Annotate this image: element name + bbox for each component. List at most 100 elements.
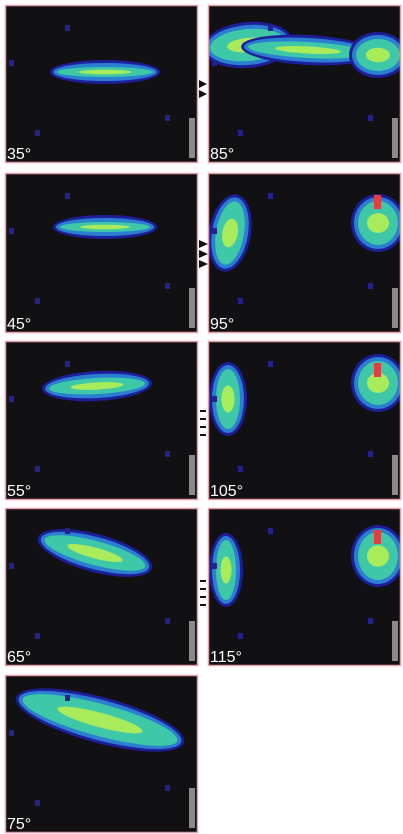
blob [220, 556, 232, 584]
blob [80, 224, 130, 230]
noise [9, 396, 14, 402]
heatmap [209, 354, 401, 472]
noise [268, 25, 273, 31]
noise [165, 785, 170, 791]
angle-label: 35° [7, 146, 31, 163]
angle-label: 85° [210, 146, 234, 163]
heatmap [209, 525, 401, 639]
noise [65, 695, 70, 701]
noise [212, 228, 217, 234]
blob [367, 373, 389, 393]
noise [368, 283, 373, 289]
angle-label: 65° [7, 649, 31, 666]
panel-bg [5, 173, 198, 333]
noise [368, 115, 373, 121]
noise [9, 730, 14, 736]
noise [165, 283, 170, 289]
noise [165, 618, 170, 624]
noise [212, 563, 217, 569]
panel-bg [5, 341, 198, 500]
scale-bar [392, 288, 398, 328]
blob [70, 382, 124, 390]
noise [268, 361, 273, 367]
noise [35, 130, 40, 136]
noise [9, 60, 14, 66]
blob [275, 46, 341, 54]
noise [35, 466, 40, 472]
noise [9, 563, 14, 569]
panel-border [207, 507, 402, 667]
noise [35, 298, 40, 304]
noise [165, 451, 170, 457]
noise [238, 130, 243, 136]
panel-border [4, 507, 199, 667]
noise [212, 396, 217, 402]
heatmap [9, 528, 170, 639]
arrows [199, 80, 208, 606]
angle-label: 55° [7, 483, 31, 500]
noise [65, 25, 70, 31]
blob [222, 218, 238, 248]
scale-bar [189, 788, 195, 828]
panel: 65° [4, 507, 199, 667]
panel: 75° [4, 674, 199, 834]
panel: 35° [4, 4, 199, 164]
hot-spot [374, 530, 381, 544]
panel: 95° [207, 172, 402, 334]
panel: 85° [207, 4, 402, 164]
noise [368, 618, 373, 624]
noise [268, 528, 273, 534]
scale-bar [189, 455, 195, 495]
blob [57, 706, 143, 734]
panel: 45° [4, 172, 199, 334]
angle-label: 105° [210, 483, 243, 500]
noise [35, 800, 40, 806]
panel-bg [5, 508, 198, 666]
panel-border [207, 172, 402, 334]
heatmap [208, 21, 401, 136]
heatmap [9, 361, 170, 472]
panel-bg [5, 5, 198, 163]
heatmap [208, 193, 401, 304]
heatmap [9, 25, 170, 136]
blob [365, 47, 391, 63]
scale-bar [392, 621, 398, 661]
angle-label: 75° [7, 816, 31, 833]
noise [238, 298, 243, 304]
noise [65, 528, 70, 534]
panel-border [207, 340, 402, 501]
blob [221, 385, 235, 413]
noise [165, 115, 170, 121]
scale-bar [392, 118, 398, 158]
noise [238, 466, 243, 472]
panel-border [207, 4, 402, 164]
blob [78, 69, 132, 75]
scale-bar [189, 621, 195, 661]
panel-border [4, 172, 199, 334]
noise [65, 361, 70, 367]
angle-label: 45° [7, 316, 31, 333]
blob [367, 213, 389, 233]
scale-bar [392, 455, 398, 495]
noise [65, 193, 70, 199]
heatmap [9, 688, 185, 806]
heatmap [9, 193, 170, 304]
blob [367, 545, 389, 567]
noise [35, 633, 40, 639]
panel: 115° [207, 507, 402, 667]
blob [67, 543, 123, 563]
noise [9, 228, 14, 234]
noise [368, 451, 373, 457]
panel: 55° [4, 340, 199, 501]
angle-label: 115° [210, 649, 242, 666]
noise [268, 193, 273, 199]
panel-border [4, 340, 199, 501]
angle-label: 95° [210, 316, 234, 333]
panel-border [4, 674, 199, 834]
scale-bar [189, 288, 195, 328]
panel: 105° [207, 340, 402, 501]
hot-spot [374, 363, 381, 377]
hot-spot [374, 195, 381, 209]
scale-bar [189, 118, 195, 158]
